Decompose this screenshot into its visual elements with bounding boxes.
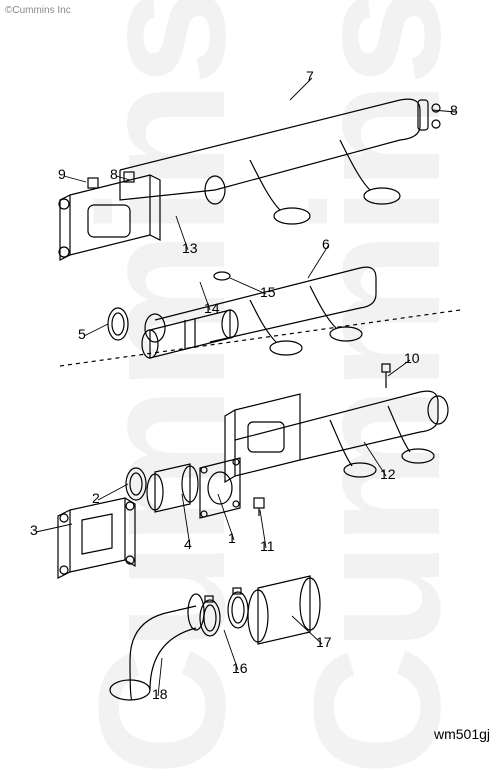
callout-2: 2 bbox=[92, 490, 100, 506]
callout-11: 11 bbox=[260, 538, 275, 554]
reference-code: wm501gj bbox=[434, 726, 490, 742]
part-18-elbow bbox=[110, 594, 204, 700]
part-11-plug bbox=[254, 498, 264, 516]
callout-18: 18 bbox=[152, 686, 168, 702]
callout-17: 17 bbox=[316, 634, 332, 650]
callout-10: 10 bbox=[404, 350, 420, 366]
part-2-ring bbox=[126, 468, 146, 500]
part-14-connector bbox=[142, 272, 238, 358]
callout-7: 7 bbox=[306, 68, 314, 84]
parts-diagram bbox=[0, 0, 500, 750]
callout-14: 14 bbox=[204, 300, 220, 316]
copyright-text: ©Cummins Inc bbox=[5, 5, 71, 16]
part-5-oring bbox=[108, 308, 128, 340]
callout-13: 13 bbox=[182, 240, 198, 256]
part-7-manifold-top bbox=[120, 99, 440, 224]
part-1-gasket bbox=[200, 458, 240, 518]
part-6-manifold-mid bbox=[145, 267, 376, 355]
part-17-hose bbox=[248, 576, 320, 644]
callout-9: 9 bbox=[58, 166, 66, 182]
callout-6: 6 bbox=[322, 236, 330, 252]
callout-16: 16 bbox=[232, 660, 248, 676]
part-12-manifold-bottom bbox=[225, 364, 448, 482]
callout-15: 15 bbox=[260, 284, 276, 300]
part-9-housing bbox=[59, 172, 160, 260]
callout-8: 8 bbox=[110, 166, 118, 182]
part-3-elbow-housing bbox=[58, 498, 135, 578]
callout-1: 1 bbox=[228, 530, 236, 546]
part-16-clamps bbox=[200, 588, 248, 636]
callout-3: 3 bbox=[30, 522, 38, 538]
callout-5: 5 bbox=[78, 326, 86, 342]
callout-4: 4 bbox=[184, 536, 192, 552]
callout-12: 12 bbox=[380, 466, 396, 482]
part-4-sleeve bbox=[147, 464, 198, 512]
callout-8: 8 bbox=[450, 102, 458, 118]
